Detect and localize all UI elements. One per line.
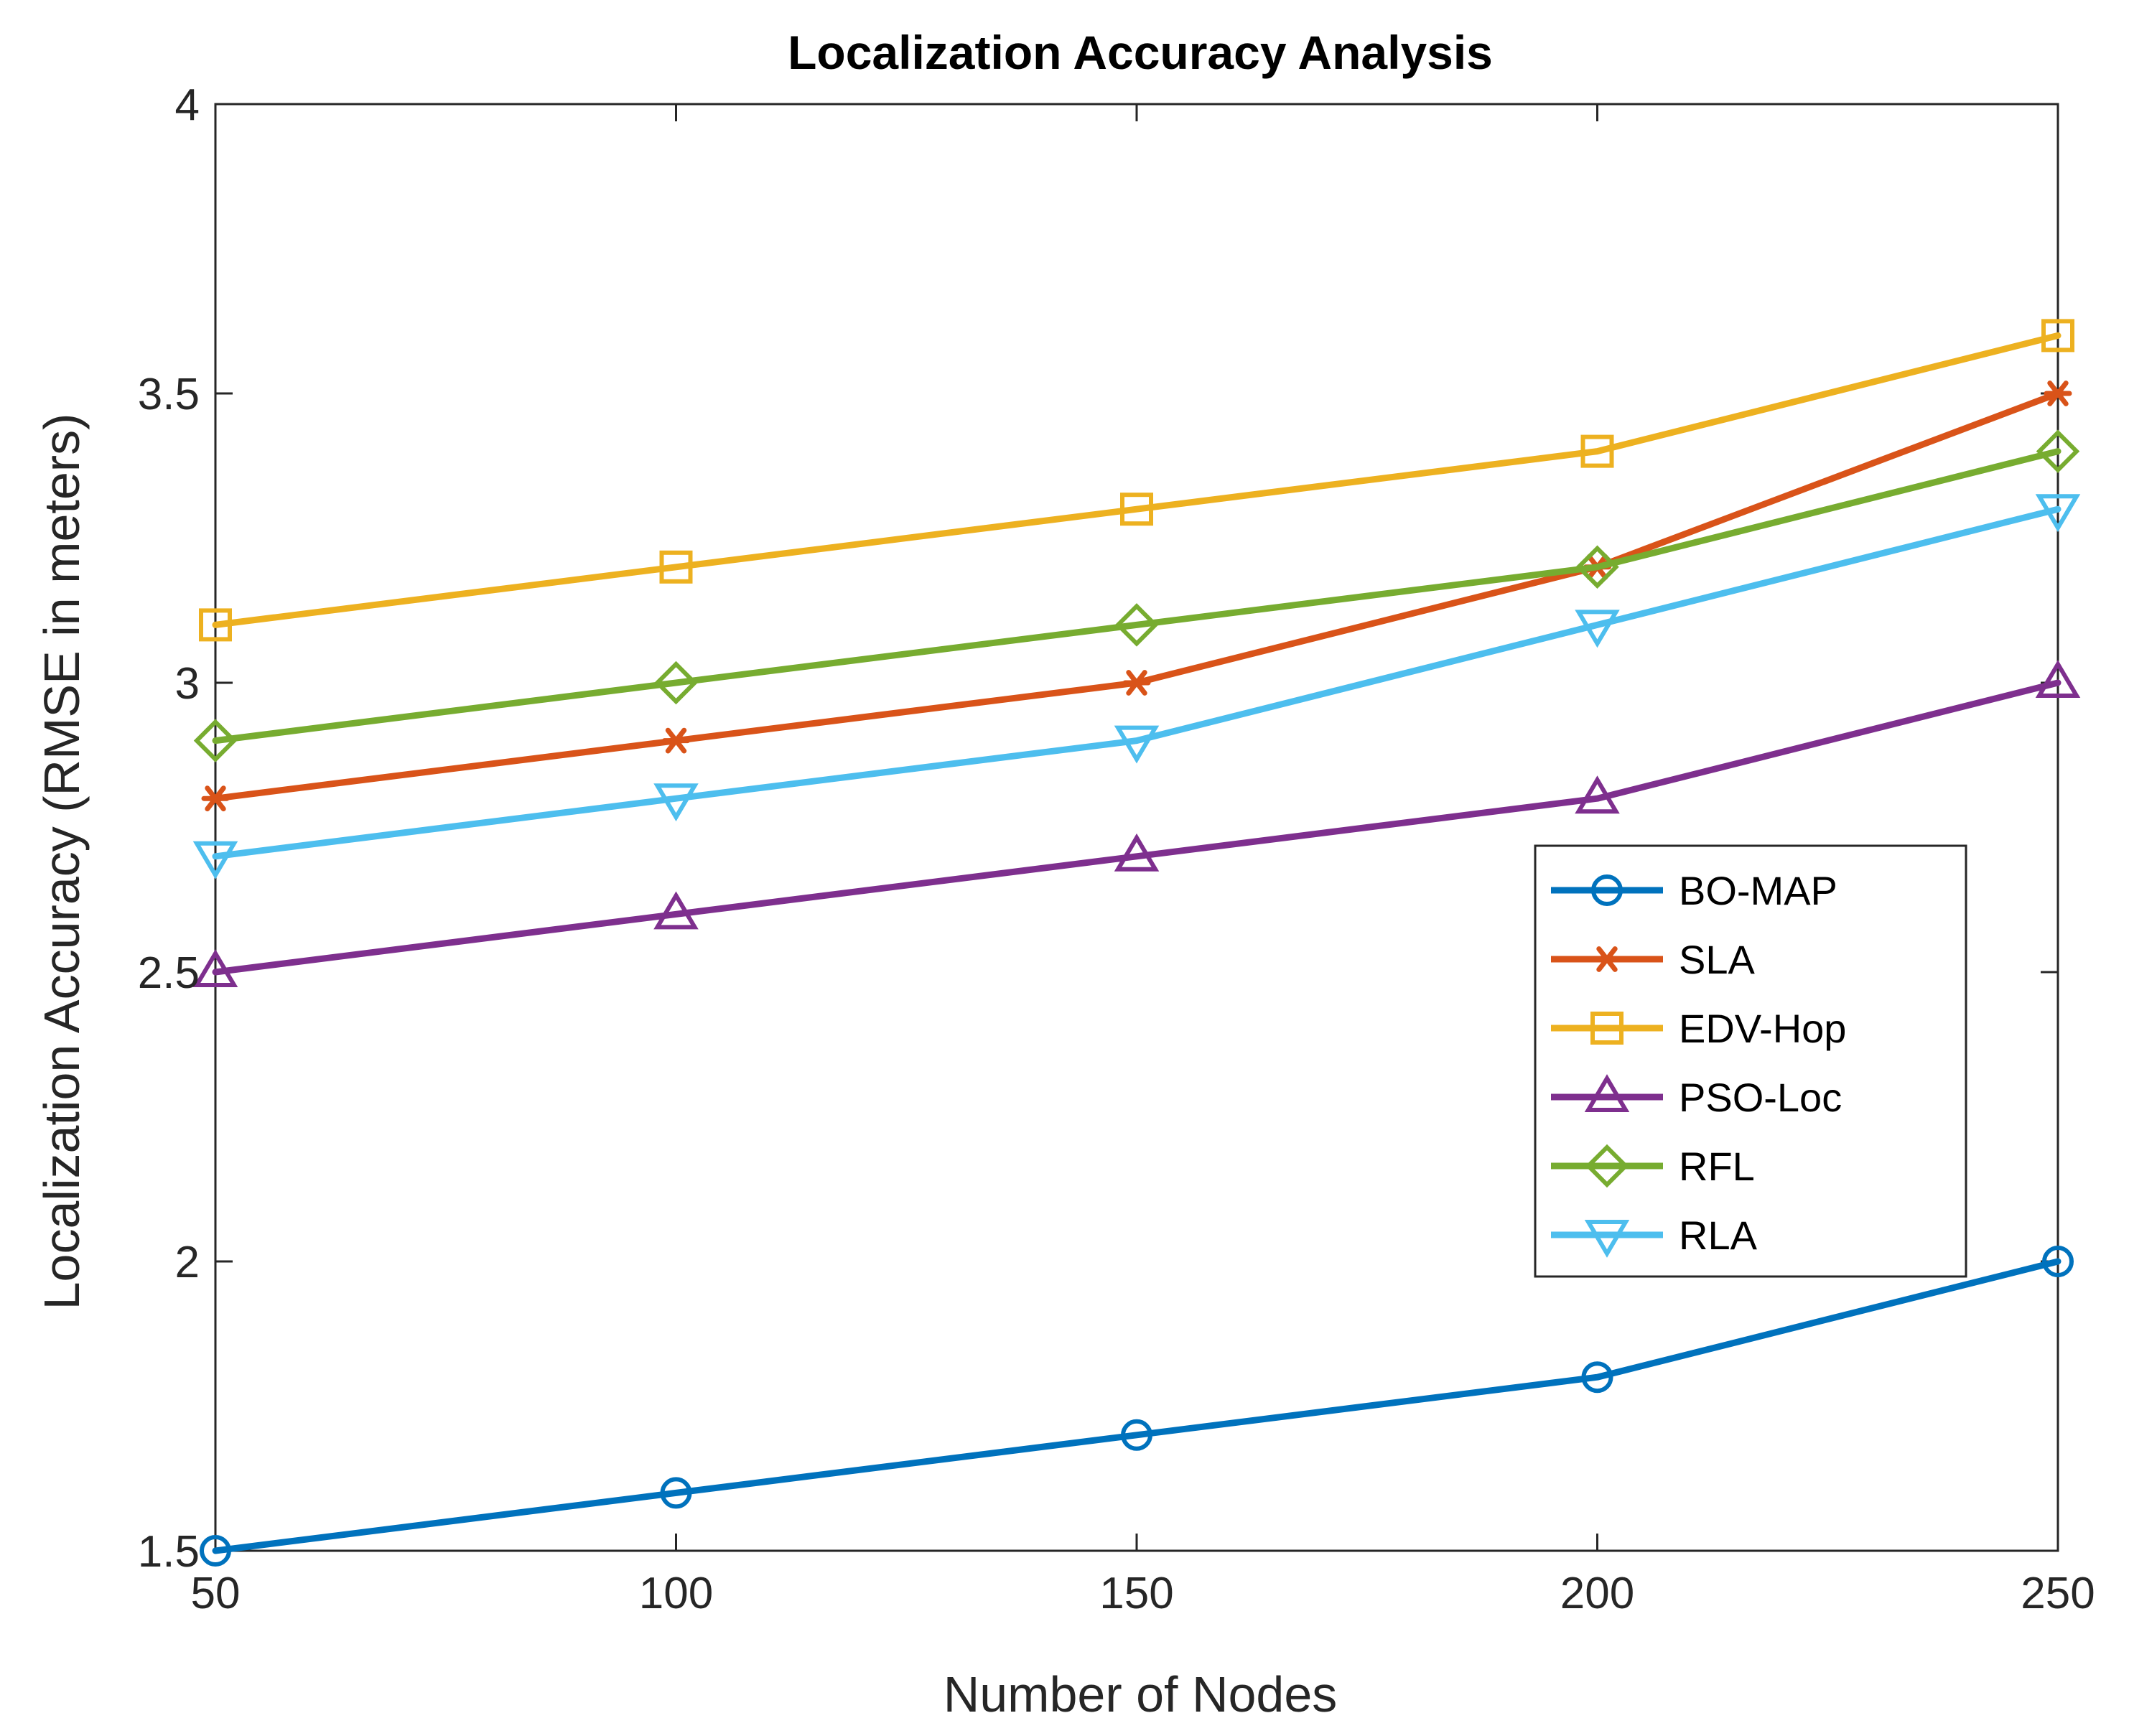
legend-box	[1534, 844, 1967, 1278]
data-point-pso-loc	[653, 891, 699, 930]
y-tick-label: 2	[175, 1238, 200, 1287]
series-pso-loc	[192, 660, 2081, 987]
data-point-edv-hop	[2041, 319, 2074, 353]
series-layer	[192, 319, 2081, 1567]
y-tick-label: 1.5	[138, 1527, 200, 1577]
legend-item-rfl: RFL	[1551, 1144, 1755, 1189]
data-point-rfl	[1575, 545, 1619, 589]
y-axis-label: Localization Accuracy (RMSE in meters)	[34, 414, 90, 1310]
data-point-edv-hop	[199, 608, 232, 642]
chart-title: Localization Accuracy Analysis	[788, 26, 1493, 79]
data-point-pso-loc	[2035, 660, 2081, 698]
data-point-sla	[1122, 670, 1151, 696]
x-tick-label: 150	[1099, 1569, 1173, 1618]
data-point-pso-loc	[1575, 775, 1620, 814]
y-tick-label: 3	[175, 659, 200, 709]
y-tick-label: 3.5	[138, 370, 200, 419]
legend-label-bo-map: BO-MAP	[1679, 868, 1837, 913]
data-point-rfl	[193, 719, 238, 762]
series-line-rla	[212, 505, 2062, 860]
series-rla	[192, 494, 2081, 879]
series-line-edv-hop	[212, 332, 2062, 628]
tick-labels: 50 100 150 200 250 1.5 2 2.5 3 3.5 4	[138, 80, 2095, 1618]
series-rfl	[193, 429, 2080, 762]
series-edv-hop	[199, 319, 2074, 642]
legend-label-rfl: RFL	[1679, 1144, 1755, 1189]
series-line-pso-loc	[212, 679, 2062, 976]
legend-item-bo-map: BO-MAP	[1551, 868, 1837, 913]
data-point-edv-hop	[1120, 493, 1153, 526]
y-tick-label: 2.5	[138, 948, 200, 998]
legend-label-pso-loc: PSO-Loc	[1679, 1075, 1842, 1120]
data-point-bo-map	[1121, 1419, 1152, 1451]
legend-item-rla: RLA	[1551, 1213, 1758, 1258]
legend-marker-edv-hop	[1590, 1012, 1623, 1045]
legend: BO-MAP SLA EDV-Hop PSO-Loc RFL RLA	[1534, 844, 1967, 1278]
x-tick-label: 200	[1560, 1569, 1634, 1618]
data-point-edv-hop	[1580, 434, 1614, 468]
legend-marker-sla	[1593, 946, 1621, 972]
data-point-sla	[201, 785, 230, 812]
data-point-rfl	[1114, 603, 1159, 647]
series-line-rfl	[212, 448, 2062, 745]
data-point-bo-map	[1581, 1361, 1613, 1394]
legend-marker-rfl	[1585, 1144, 1629, 1188]
x-tick-label: 250	[2021, 1569, 2095, 1618]
legend-item-sla: SLA	[1551, 937, 1755, 982]
series-bo-map	[200, 1246, 2074, 1567]
series-line-bo-map	[212, 1258, 2062, 1554]
data-point-rfl	[2036, 429, 2080, 473]
data-point-bo-map	[200, 1535, 231, 1567]
y-tick-label: 4	[175, 80, 200, 130]
data-point-rfl	[654, 661, 698, 705]
legend-marker-pso-loc	[1584, 1074, 1630, 1112]
data-point-rla	[653, 783, 699, 822]
legend-marker-bo-map	[1591, 874, 1623, 906]
legend-marker-rla	[1584, 1220, 1630, 1258]
data-point-sla	[662, 727, 690, 754]
data-point-rla	[2035, 494, 2081, 533]
legend-label-sla: SLA	[1679, 937, 1755, 982]
legend-label-rla: RLA	[1679, 1213, 1758, 1258]
x-tick-label: 50	[191, 1569, 241, 1618]
data-point-rla	[192, 841, 238, 879]
data-point-edv-hop	[659, 550, 693, 584]
data-point-pso-loc	[192, 949, 238, 987]
x-tick-label: 100	[639, 1569, 713, 1618]
x-axis-label: Number of Nodes	[944, 1666, 1338, 1722]
data-point-rla	[1114, 725, 1160, 764]
legend-item-edv-hop: EDV-Hop	[1551, 1006, 1846, 1051]
legend-item-pso-loc: PSO-Loc	[1551, 1074, 1842, 1120]
data-point-bo-map	[660, 1477, 692, 1509]
data-point-rla	[1575, 610, 1620, 648]
data-point-sla	[2044, 381, 2072, 406]
data-point-pso-loc	[1114, 833, 1160, 872]
legend-label-edv-hop: EDV-Hop	[1679, 1006, 1846, 1051]
data-point-bo-map	[2042, 1246, 2074, 1277]
